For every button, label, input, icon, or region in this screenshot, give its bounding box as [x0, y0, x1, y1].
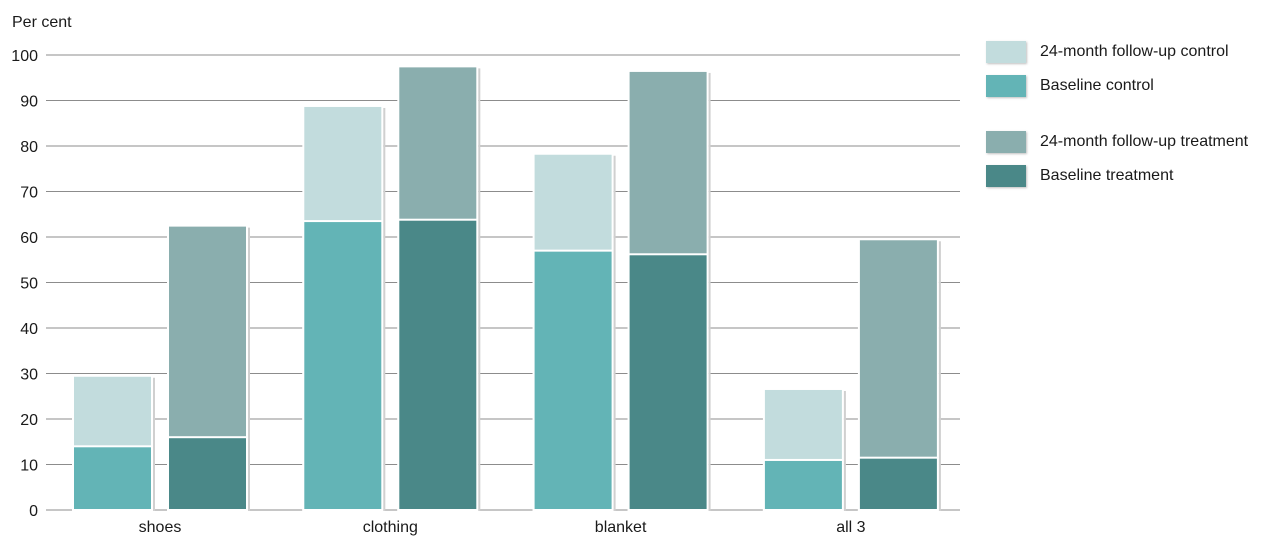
- bar-baseline-treatment: [167, 436, 248, 512]
- legend-label: 24-month follow-up control: [1040, 43, 1229, 60]
- y-tick-label: 50: [20, 276, 38, 293]
- y-tick-label: 20: [20, 412, 38, 429]
- legend-label: 24-month follow-up treatment: [1040, 133, 1249, 150]
- bar-shadow: [708, 72, 711, 512]
- y-tick-label: 70: [20, 185, 38, 202]
- x-axis-ticks: shoes clothing blanket all 3: [139, 519, 866, 536]
- bar-shadow: [843, 390, 846, 511]
- y-tick-label: 0: [29, 503, 38, 520]
- legend-item-followup-control: 24-month follow-up control: [986, 40, 1248, 64]
- legend-swatch: [986, 41, 1026, 63]
- y-tick-label: 30: [20, 367, 38, 384]
- bars: [72, 65, 941, 512]
- y-tick-label: 40: [20, 321, 38, 338]
- x-tick-label: blanket: [595, 519, 647, 536]
- y-tick-label: 100: [11, 48, 38, 65]
- y-tick-label: 10: [20, 458, 38, 475]
- legend-label: Baseline control: [1040, 77, 1154, 94]
- legend-swatch: [986, 131, 1026, 153]
- bar-shadow: [478, 68, 481, 511]
- legend-item-baseline-control: Baseline control: [986, 74, 1248, 98]
- y-axis-label: Per cent: [12, 14, 72, 31]
- bar-baseline-treatment: [397, 218, 479, 512]
- x-tick-label: all 3: [836, 519, 865, 536]
- bar-chart: Per cent 0 10 20 30 40 50 60 70 80 90 100 shoes clo…: [11, 14, 960, 536]
- y-tick-label: 90: [20, 94, 38, 111]
- bar-baseline-treatment: [857, 456, 939, 511]
- x-tick-label: shoes: [139, 519, 182, 536]
- bar-baseline-control: [302, 220, 384, 511]
- legend: 24-month follow-up control Baseline cont…: [986, 40, 1248, 198]
- bar-baseline-treatment: [627, 253, 709, 511]
- bar-baseline-control: [72, 445, 153, 511]
- bar-shadow: [938, 241, 941, 511]
- x-tick-label: clothing: [363, 519, 418, 536]
- legend-swatch: [986, 165, 1026, 187]
- bar-baseline-control: [762, 458, 844, 512]
- y-tick-label: 60: [20, 230, 38, 247]
- legend-label: Baseline treatment: [1040, 167, 1174, 184]
- bar-shadow: [248, 227, 250, 511]
- bar-shadow: [153, 377, 155, 511]
- legend-swatch: [986, 75, 1026, 97]
- y-axis-ticks: 0 10 20 30 40 50 60 70 80 90 100: [11, 48, 38, 520]
- legend-item-followup-treatment: 24-month follow-up treatment: [986, 130, 1248, 154]
- y-tick-label: 80: [20, 139, 38, 156]
- bar-shadow: [613, 155, 616, 512]
- bar-baseline-control: [532, 249, 614, 511]
- legend-item-baseline-treatment: Baseline treatment: [986, 164, 1248, 188]
- bar-shadow: [383, 107, 386, 512]
